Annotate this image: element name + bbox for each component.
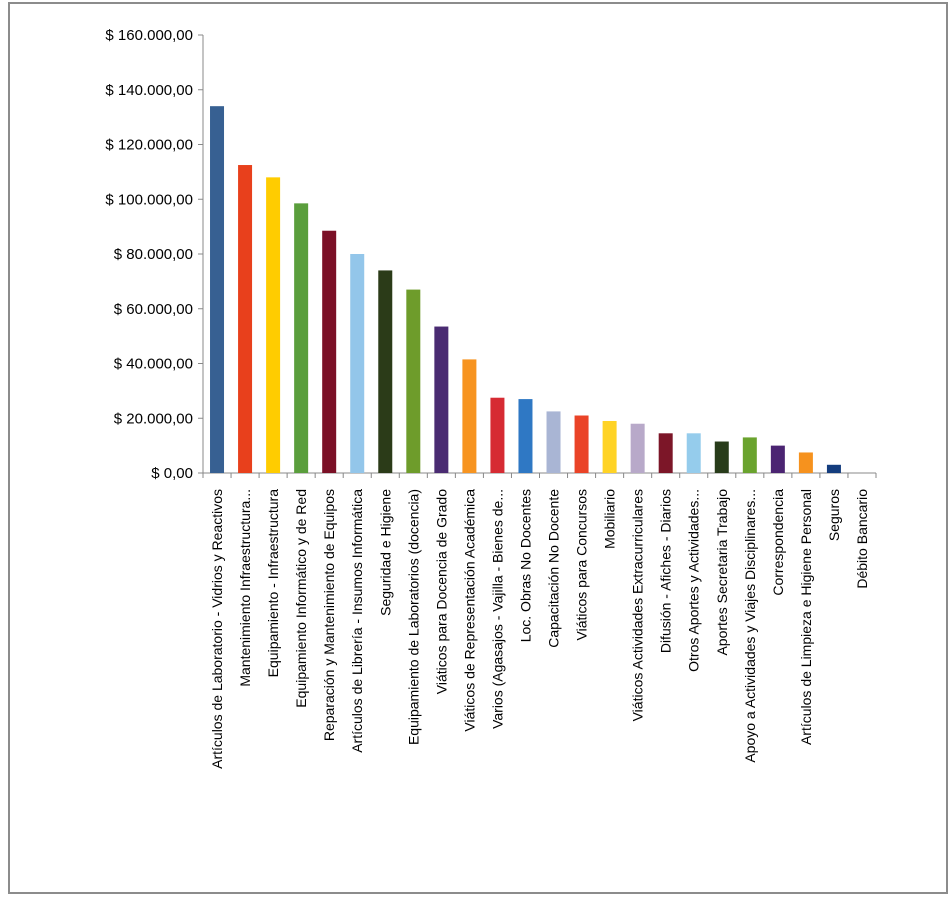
x-tick-label: Loc. Obras No Docentes: [517, 489, 533, 642]
bar: [742, 437, 757, 473]
x-tick-label: Equipamiento Informático y de Red: [293, 489, 309, 708]
bar: [658, 433, 673, 473]
x-tick-label: Equipamiento de Laboratorios (docencia): [405, 489, 421, 745]
bar: [546, 411, 561, 473]
x-tick-label: Correspondencia: [770, 489, 786, 596]
bar: [378, 270, 393, 473]
bar: [266, 177, 281, 473]
y-tick-label: $ 80.000,00: [114, 246, 193, 263]
x-tick-label: Mobiliario: [602, 489, 618, 549]
y-tick-label: $ 120.000,00: [105, 137, 193, 154]
bar: [826, 464, 841, 473]
x-tick-label: Viáticos para Docencia de Grado: [433, 489, 449, 694]
x-tick-label: Viáticos Actividades Extracurriculares: [630, 489, 646, 721]
bar: [518, 399, 533, 473]
x-tick-label: Difusión - Afiches - Diarios: [658, 489, 674, 653]
x-tick-label: Aportes Secretaria Trabajo: [714, 489, 730, 656]
bar: [602, 420, 617, 473]
y-tick-label: $ 40.000,00: [114, 356, 193, 373]
y-tick-label: $ 20.000,00: [114, 410, 193, 427]
bar: [406, 289, 421, 473]
bar: [490, 397, 505, 473]
y-tick-label: $ 100.000,00: [105, 191, 193, 208]
x-tick-label: Seguros: [826, 489, 842, 541]
x-tick-label: Equipamiento - Infraestructura: [265, 489, 281, 678]
bar: [350, 254, 365, 473]
y-tick-label: $ 160.000,00: [105, 27, 193, 44]
x-tick-label: Artículos de Librería - Insumos Informát…: [349, 489, 365, 753]
bar: [798, 452, 813, 473]
x-tick-label: Mantenimiento Infraestructura...: [237, 489, 253, 687]
y-tick-label: $ 60.000,00: [114, 301, 193, 318]
bar: [770, 445, 785, 473]
bar: [630, 423, 645, 473]
x-tick-label: Débito Bancario: [854, 489, 870, 589]
bar: [462, 359, 477, 473]
bar: [238, 165, 253, 473]
x-tick-label: Artículos de Laboratorio - Vidrios y Rea…: [209, 489, 225, 769]
bar: [434, 326, 449, 473]
bar: [574, 415, 589, 473]
y-tick-label: $ 140.000,00: [105, 82, 193, 99]
bar: [294, 203, 309, 473]
x-tick-label: Varios (Agasajos - Vajilla - Bienes de..…: [489, 489, 505, 729]
bar: [210, 106, 225, 474]
bar: [714, 441, 729, 473]
y-tick-label: $ 0,00: [151, 465, 193, 482]
x-tick-label: Otros Aportes y Actividades...: [686, 489, 702, 672]
chart-frame: [8, 2, 948, 894]
x-tick-label: Apoyo a Actividades y Viajes Disciplinar…: [742, 489, 758, 763]
x-tick-label: Viáticos de Representación Académica: [461, 489, 477, 732]
x-tick-label: Reparación y Mantenimiento de Equipos: [321, 489, 337, 741]
x-tick-label: Seguridad e Higiene: [377, 489, 393, 616]
bar: [322, 230, 337, 473]
x-tick-label: Capacitación No Docente: [546, 489, 562, 648]
x-tick-label: Artículos de Limpieza e Higiene Personal: [798, 489, 814, 745]
bar: [686, 433, 701, 473]
x-tick-label: Viáticos para Concursos: [574, 489, 590, 640]
